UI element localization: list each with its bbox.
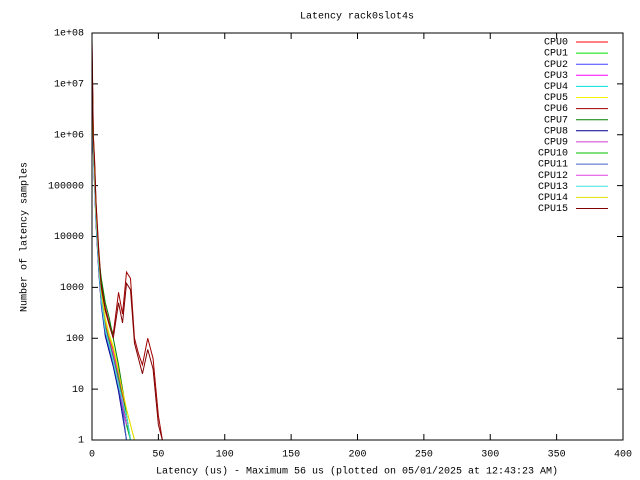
legend-label: CPU2 — [544, 60, 568, 71]
y-tick-label: 1 — [78, 436, 84, 447]
x-tick-label: 0 — [89, 450, 95, 461]
legend-label: CPU1 — [544, 49, 568, 60]
x-tick-label: 300 — [481, 450, 499, 461]
legend-label: CPU0 — [544, 38, 568, 49]
y-tick-label: 100 — [66, 334, 84, 345]
legend-label: CPU7 — [544, 115, 568, 126]
legend-label: CPU5 — [544, 93, 568, 104]
y-tick-label: 10 — [72, 385, 84, 396]
x-tick-label: 400 — [614, 450, 632, 461]
x-tick-label: 150 — [282, 450, 300, 461]
x-tick-label: 250 — [415, 450, 433, 461]
x-tick-label: 350 — [548, 450, 566, 461]
legend-label: CPU8 — [544, 126, 568, 137]
legend-label: CPU15 — [538, 204, 568, 215]
legend-label: CPU13 — [538, 182, 568, 193]
y-tick-label: 100000 — [48, 181, 84, 192]
x-axis-label: Latency (us) - Maximum 56 us (plotted on… — [156, 466, 558, 478]
series-line — [91, 44, 163, 441]
chart-title: Latency rack0slot4s — [300, 11, 414, 23]
legend-label: CPU4 — [544, 82, 568, 93]
legend-label: CPU6 — [544, 104, 568, 115]
legend-label: CPU12 — [538, 171, 568, 182]
x-tick-label: 50 — [152, 450, 164, 461]
x-tick-label: 100 — [216, 450, 234, 461]
legend-label: CPU3 — [544, 71, 568, 82]
y-tick-label: 10000 — [54, 232, 84, 243]
legend-label: CPU11 — [538, 160, 568, 171]
y-tick-label: 1e+07 — [54, 80, 84, 91]
y-tick-label: 1000 — [60, 283, 84, 294]
x-tick-label: 200 — [348, 450, 366, 461]
legend-label: CPU14 — [538, 193, 568, 204]
legend-label: CPU10 — [538, 149, 568, 160]
y-tick-label: 1e+06 — [54, 130, 84, 141]
y-tick-label: 1e+08 — [54, 29, 84, 40]
legend-label: CPU9 — [544, 138, 568, 149]
plot-frame — [91, 32, 624, 441]
y-axis-label: Number of latency samples — [19, 162, 31, 312]
